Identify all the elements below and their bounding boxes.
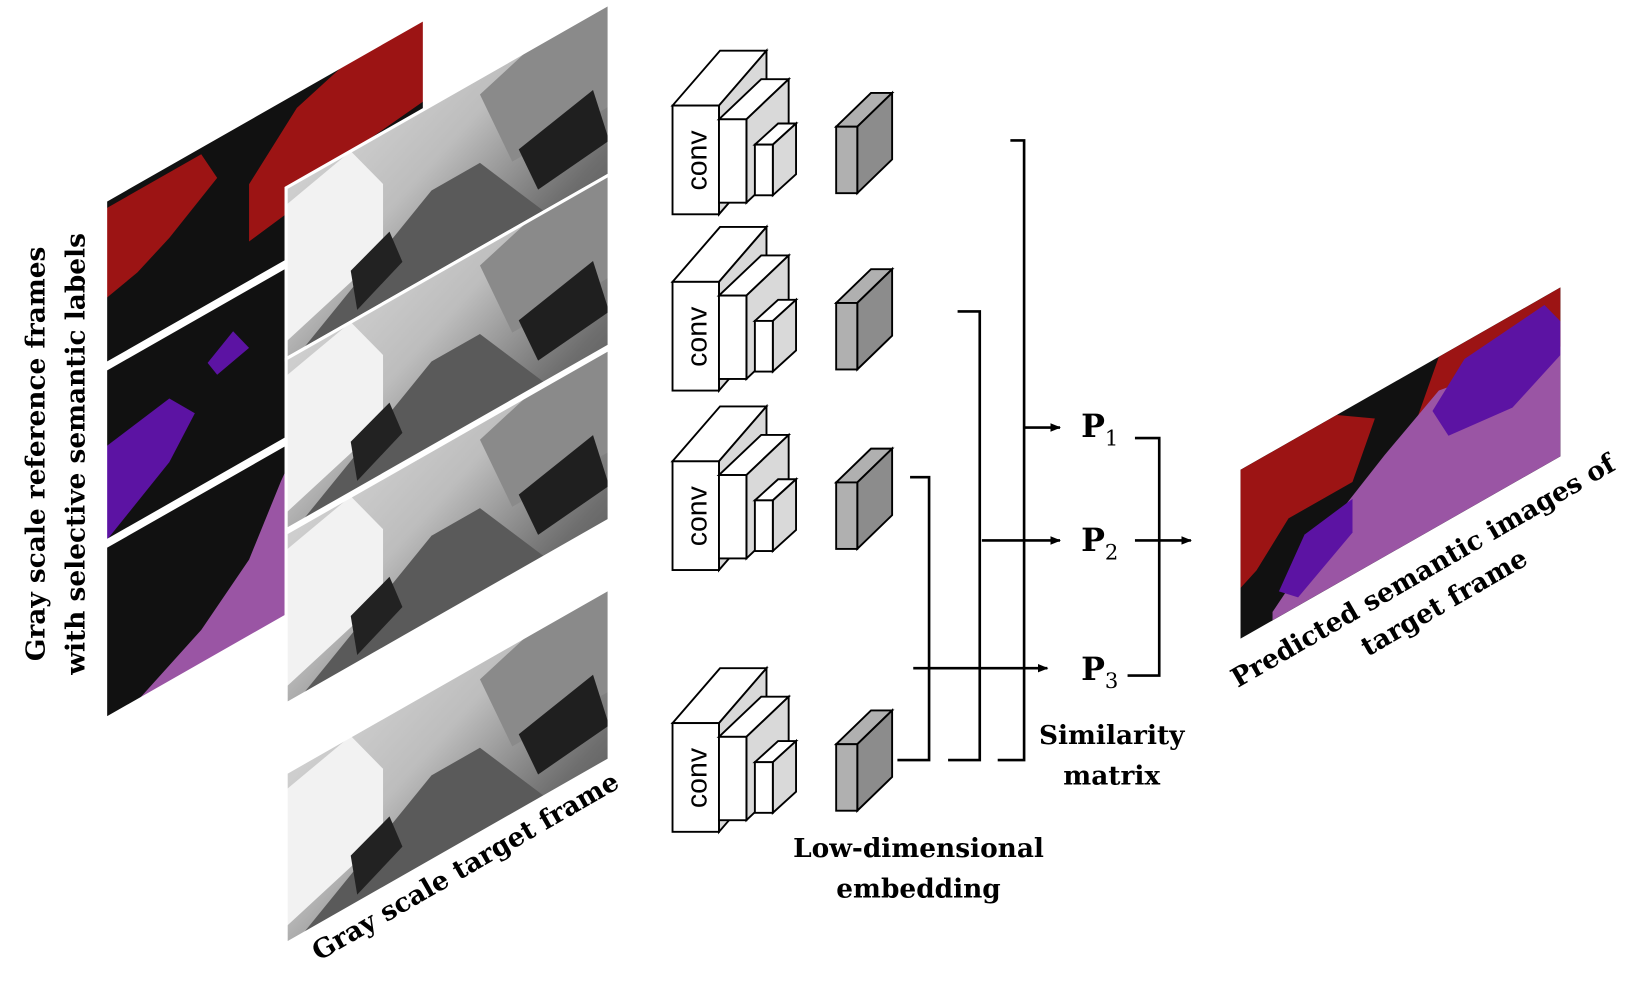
conv-encoder-1: conv <box>670 48 895 217</box>
conv-label: conv <box>681 130 713 191</box>
reference-frame-1 <box>284 1 611 362</box>
reference-frame-3 <box>284 346 611 707</box>
merge-bracket <box>1127 436 1161 677</box>
embedding-block <box>833 90 895 196</box>
connector-target-ref1 <box>997 139 1026 762</box>
predicted-semantic-image <box>1240 287 1561 639</box>
embedding-label-line2: embedding <box>836 873 1000 904</box>
p2-label: P2 <box>1081 522 1118 564</box>
similarity-connections <box>897 139 1192 762</box>
similarity-label-line1: Similarity <box>1039 720 1185 751</box>
mask-red-label <box>105 154 218 299</box>
car <box>350 231 403 310</box>
conv-encoder-3: conv <box>670 403 895 573</box>
car <box>518 674 610 775</box>
conv-encoder-4: conv <box>670 665 895 835</box>
target-frame <box>284 585 611 947</box>
embedding-block <box>833 266 895 372</box>
conv-label: conv <box>681 306 713 367</box>
embedding-block <box>833 708 895 813</box>
connector-target-ref3 <box>897 475 931 762</box>
car <box>350 816 403 895</box>
conv-layer-small <box>752 297 799 374</box>
building <box>286 151 384 342</box>
building <box>286 735 384 927</box>
conv-encoders: conv conv conv conv <box>670 48 895 835</box>
car <box>518 435 610 535</box>
reference-gray-frames <box>284 1 611 947</box>
connector-target-ref2 <box>948 310 982 762</box>
building <box>286 496 384 687</box>
car <box>350 402 403 481</box>
mask-purple-label <box>105 398 195 542</box>
p3-label: P3 <box>1081 651 1118 693</box>
reference-label-line1: Gray scale reference frames <box>20 247 51 662</box>
building <box>286 322 384 513</box>
mask-pink-label <box>137 446 297 701</box>
car <box>518 89 610 190</box>
reference-frame-2 <box>284 172 611 533</box>
car <box>518 260 610 361</box>
output-red-region <box>1240 415 1375 588</box>
embedding-label-line1: Low-dimensional <box>793 833 1044 864</box>
conv-layer-small <box>752 738 799 815</box>
conv-encoder-2: conv <box>670 224 895 394</box>
conv-layer-small <box>752 121 799 198</box>
conv-label: conv <box>681 747 713 808</box>
embedding-block <box>833 446 895 552</box>
car <box>350 576 403 656</box>
p1-label: P1 <box>1081 408 1118 450</box>
similarity-label-line2: matrix <box>1063 760 1160 791</box>
output-purple-region <box>1278 498 1353 598</box>
conv-layer-small <box>752 477 799 554</box>
conv-label: conv <box>681 485 713 546</box>
output-purple-region <box>1432 304 1561 436</box>
reference-label-line2: with selective semantic labels <box>60 233 91 676</box>
mask-purple-label <box>207 331 250 375</box>
